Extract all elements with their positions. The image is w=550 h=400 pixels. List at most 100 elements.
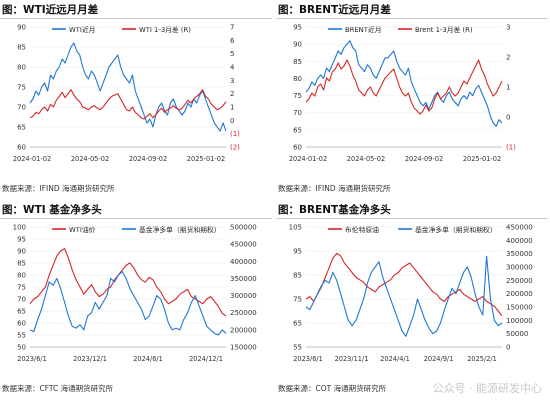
y-right-tick-label: 400000 <box>230 258 257 266</box>
x-tick-label: 2023/6/1 <box>17 355 47 363</box>
y-right-tick-label: 450000 <box>230 241 257 249</box>
x-tick-label: 2024/4/1 <box>380 355 410 363</box>
x-tick-label: 2024-09-02 <box>129 155 167 163</box>
legend-label: WTI 1-3月差 (R) <box>139 25 191 34</box>
y-right-tick-label: 7 <box>230 24 234 32</box>
y-right-tick-label: 450000 <box>506 224 533 232</box>
legend: BRENT近月 Brent 1-3月差 (R) <box>328 25 473 34</box>
wti-spread-chart: WTI近月 WTI 1-3月差 (R)9085807570656076543210… <box>13 24 240 164</box>
y-right-tick-label: 3 <box>506 24 510 32</box>
watermark: 公众号 · 能源研发中心 <box>432 382 543 395</box>
x-tick-label: 2025/2/1 <box>467 355 497 363</box>
y-left-tick-label: 80 <box>293 75 302 83</box>
series-line <box>305 255 503 337</box>
x-tick-label: 2023/6/1 <box>293 355 323 363</box>
y-left-tick-label: 50 <box>17 344 26 352</box>
legend-label: Brent 1-3月差 (R) <box>415 25 473 34</box>
y-left-tick-label: 105 <box>289 224 302 232</box>
y-left-tick-label: 95 <box>293 248 302 256</box>
title-divider <box>0 18 272 19</box>
y-right-tick-label: 150000 <box>506 304 533 312</box>
y-left-tick-label: 85 <box>17 44 26 52</box>
legend-label: 布伦特原油 <box>345 225 379 234</box>
x-tick-label: 2024/12/1 <box>189 355 223 363</box>
legend-label: BRENT近月 <box>345 25 382 34</box>
wti-spread-panel: 图：WTI近远月月差 WTI近月 WTI 1-3月差 (R) 90 85 80 75 70 6… <box>0 0 272 200</box>
y-right-tick-label: 5 <box>230 50 234 58</box>
brent-spread-chart: BRENT近月 Brent 1-3月差 (R) 95 90 85 80 75 70 65 60 3 2… <box>289 24 516 164</box>
y-right-tick-label: (1) <box>506 144 516 152</box>
y-right-tick-label: 200000 <box>506 290 533 298</box>
y-left-tick-label: 60 <box>293 144 302 152</box>
y-left-tick-label: 75 <box>17 84 26 92</box>
y-right-tick-label: 1 <box>230 104 234 112</box>
y-left-tick-label: 70 <box>17 296 26 304</box>
y-right-tick-label: 300000 <box>506 264 533 272</box>
y-right-tick-label: 350000 <box>230 275 257 283</box>
y-right-tick-label: 4 <box>230 64 235 72</box>
x-tick-label: 2024-01-02 <box>289 155 327 163</box>
y-right-tick-label: (1) <box>230 130 240 138</box>
panel-source: 数据来源：IFIND 海通期货研究所 <box>2 184 115 193</box>
y-right-tick-label: 150000 <box>230 344 257 352</box>
y-left-tick-label: 95 <box>17 236 26 244</box>
y-left-tick-label: 70 <box>293 109 302 117</box>
y-right-tick-label: 2 <box>506 54 510 62</box>
brent-fund-panel: 图：BRENT基金净多头 布伦特原油 基金净多单（期货和期权） 105 95 85 75 6… <box>276 200 548 400</box>
y-right-tick-label: 50000 <box>506 330 528 338</box>
y-left-tick-label: 60 <box>17 144 26 152</box>
y-left-tick-label: 90 <box>17 248 26 256</box>
y-right-tick-label: 250000 <box>506 277 533 285</box>
panel-source: 数据来源：COT 海通期货研究所 <box>278 384 387 393</box>
y-left-tick-label: 65 <box>17 124 26 132</box>
y-right-tick-label: 1 <box>506 84 510 92</box>
series-line <box>305 59 503 115</box>
y-left-tick-label: 85 <box>293 272 302 280</box>
series-line <box>29 248 227 317</box>
title-divider <box>276 18 548 19</box>
panel-title: 图：BRENT基金净多头 <box>278 204 391 216</box>
legend-label: WTI油价 <box>69 225 96 234</box>
y-left-tick-label: 75 <box>293 296 302 304</box>
series-line <box>305 40 503 127</box>
legend-label: 基金净多单（期货和期权） <box>139 225 221 234</box>
y-left-tick-label: 55 <box>293 344 302 352</box>
y-right-tick-label: 0 <box>230 117 234 125</box>
y-left-tick-label: 65 <box>293 320 302 328</box>
x-tick-label: 2025-01-02 <box>463 155 501 163</box>
y-right-tick-label: 400000 <box>506 237 533 245</box>
y-left-tick-label: 75 <box>17 284 26 292</box>
y-left-tick-label: 65 <box>293 126 302 134</box>
y-right-tick-label: 500000 <box>230 224 257 232</box>
y-right-tick-label: 0 <box>506 344 510 352</box>
wti-fund-panel: 图：WTI 基金净多头 WTI油价 基金净多单（期货和期权） 100 95 90 85 80… <box>0 200 272 400</box>
legend-label: WTI近月 <box>69 25 95 34</box>
x-tick-label: 2024-05-02 <box>71 155 109 163</box>
x-tick-label: 2024/6/1 <box>133 355 163 363</box>
x-tick-label: 2024/9/1 <box>424 355 454 363</box>
legend: WTI近月 WTI 1-3月差 (R) <box>52 25 191 34</box>
legend: 布伦特原油 基金净多单（期货和期权） <box>328 225 497 234</box>
x-tick-label: 2023/12/1 <box>73 355 107 363</box>
y-right-tick-label: 6 <box>230 37 235 45</box>
y-right-tick-label: 100000 <box>506 317 533 325</box>
y-right-tick-label: 300000 <box>230 292 257 300</box>
y-left-tick-label: 90 <box>293 41 302 49</box>
y-left-tick-label: 85 <box>17 260 26 268</box>
y-right-tick-label: 2 <box>230 90 234 98</box>
y-left-tick-label: 70 <box>17 104 26 112</box>
title-divider <box>0 218 272 219</box>
wti-fund-chart: WTI油价 基金净多单（期货和期权） 100 95 90 85 80 75 70 65 60 55 50… <box>13 224 257 364</box>
y-left-tick-label: 80 <box>17 64 26 72</box>
y-left-tick-label: 75 <box>293 92 302 100</box>
y-left-tick-label: 65 <box>17 308 26 316</box>
panel-title: 图：WTI近远月月差 <box>2 4 99 16</box>
title-divider <box>276 218 548 219</box>
x-tick-label: 2023/11/1 <box>335 355 369 363</box>
x-tick-label: 2024-05-02 <box>347 155 385 163</box>
y-left-tick-label: 95 <box>293 24 302 32</box>
y-left-tick-label: 60 <box>17 320 26 328</box>
series-line <box>29 271 227 336</box>
y-left-tick-label: 55 <box>17 332 26 340</box>
x-tick-label: 2024-01-02 <box>13 155 51 163</box>
